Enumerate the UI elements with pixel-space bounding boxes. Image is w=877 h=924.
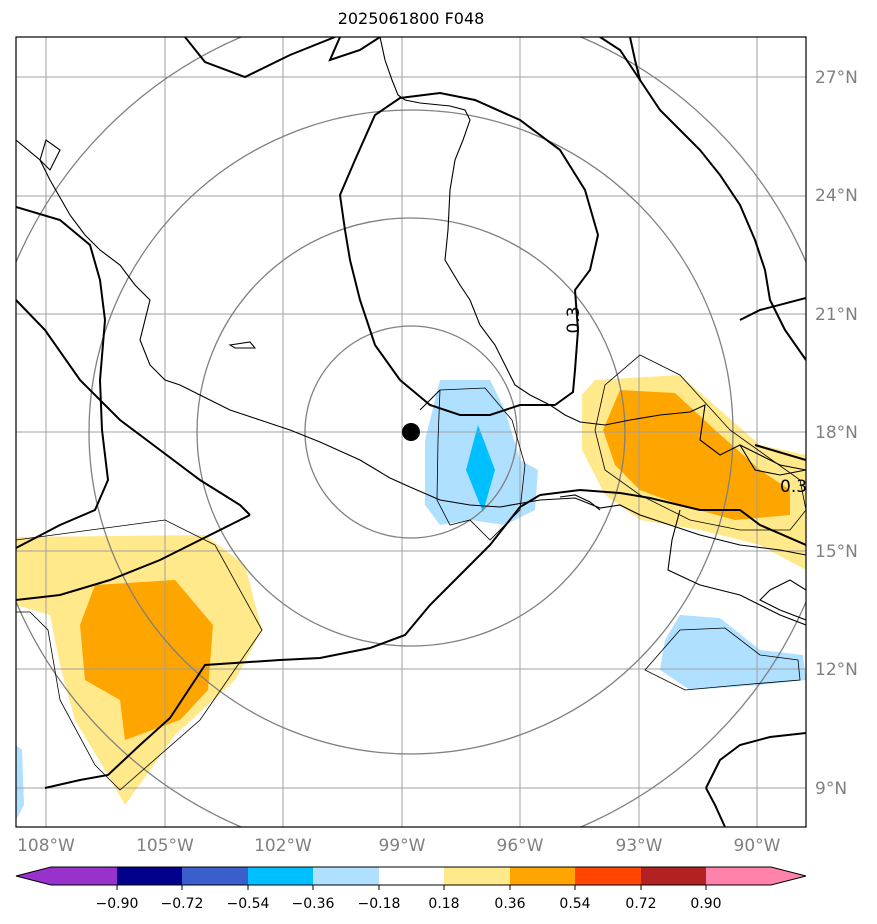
lon-label-93: 93°W (616, 836, 663, 856)
colorbar-outline (15, 866, 807, 886)
colorbar-bin-4 (248, 867, 313, 885)
colorbar-tick-label: −0.36 (292, 896, 335, 912)
lat-label-21: 21°N (815, 305, 858, 325)
lon-label-105: 105°W (136, 836, 194, 856)
colorbar-tick-label: 0.18 (428, 896, 459, 912)
anomaly-outlines (16, 354, 806, 791)
colorbar-tick-label: 0.90 (690, 896, 721, 912)
lat-label-24: 24°N (815, 186, 858, 206)
contour-label-2: 0.3 (780, 477, 807, 497)
colorbar-under-triangle (16, 867, 51, 885)
colorbar-tick-label: 0.54 (559, 896, 590, 912)
colorbar-ticks (116, 885, 707, 890)
colorbar-bin-3 (182, 867, 248, 885)
lon-label-102: 102°W (254, 836, 312, 856)
lat-label-15: 15°N (815, 542, 858, 562)
storm-center-marker (402, 423, 420, 441)
positive-anomaly-west (16, 535, 262, 805)
lat-label-9: 9°N (815, 779, 847, 799)
negative-anomaly-edge (16, 745, 24, 820)
colorbar-tick-label: −0.54 (227, 896, 270, 912)
colorbar-tick-label: 0.36 (494, 896, 525, 912)
lat-label-27: 27°N (815, 68, 858, 88)
lon-label-108: 108°W (17, 836, 75, 856)
contour-lines (16, 37, 806, 827)
negative-anomaly-east (660, 615, 806, 690)
colorbar-bin-1 (51, 867, 117, 885)
lon-label-99: 99°W (379, 836, 426, 856)
lon-label-96: 96°W (497, 836, 544, 856)
colorbar-bin-10 (641, 867, 706, 885)
map-frame (15, 36, 807, 828)
colorbar-tick-label: −0.90 (96, 896, 139, 912)
colorbar-tick-label: −0.72 (161, 896, 204, 912)
contour-label-1: 0.3 (564, 306, 584, 333)
map-area: 0.3 0.3 (16, 37, 807, 827)
colorbar-bin-8 (510, 867, 575, 885)
colorbar-bin-2 (117, 867, 182, 885)
colorbar-bin-11 (706, 867, 771, 885)
colorbar-tick-label: −0.18 (358, 896, 401, 912)
colorbar-tick-label: 0.72 (625, 896, 656, 912)
map-title: 2025061800 F048 (337, 9, 485, 28)
negative-anomaly-center (425, 380, 538, 525)
colorbar-bin-5 (313, 867, 379, 885)
colorbar-over-triangle (771, 867, 806, 885)
lat-label-12: 12°N (815, 660, 858, 680)
positive-anomaly-east (582, 375, 806, 570)
lat-label-18: 18°N (815, 423, 858, 443)
longitude-labels: 108°W 105°W 102°W 99°W 96°W 93°W 90°W (17, 836, 781, 856)
latitude-labels: 27°N 24°N 21°N 18°N 15°N 12°N 9°N (815, 68, 858, 799)
colorbar-bin-7 (444, 867, 510, 885)
lon-label-90: 90°W (734, 836, 781, 856)
colorbar: −0.90 −0.72 −0.54 −0.36 −0.18 0.18 0.36 … (15, 866, 807, 912)
colorbar-bin-9 (575, 867, 641, 885)
colorbar-bin-6 (379, 867, 444, 885)
gridlines (16, 37, 806, 827)
